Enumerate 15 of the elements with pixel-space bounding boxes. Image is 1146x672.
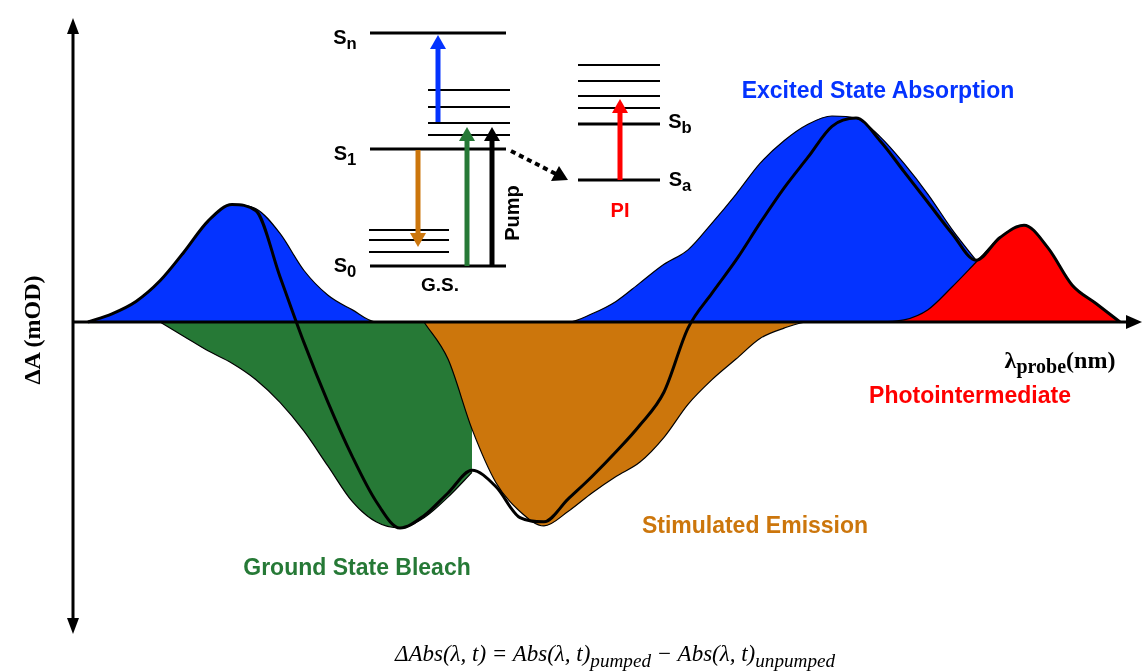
annotation: S$_{a}$	[668, 168, 692, 196]
text: Photointermediate	[869, 381, 1071, 408]
annotation: S$_{1}$	[333, 142, 357, 170]
series-label: Stimulated Emission	[641, 511, 869, 538]
annotation: Pump	[501, 185, 523, 241]
y-axis-title: ΔA (mOD)	[19, 275, 45, 385]
annotation: S$_{0}$	[333, 254, 357, 282]
annotation: S$_{b}$	[668, 110, 692, 138]
text: S$_{n}$	[333, 26, 357, 54]
x-axis-title: λ$_{probe}$(nm)	[1004, 346, 1116, 378]
series-label: Excited State Absorption	[741, 76, 1015, 103]
text: Ground State Bleach	[243, 553, 471, 580]
annotation: G.S.	[420, 273, 460, 295]
text: ΔAbs(λ, t) = Abs(λ, t)$_{pumped}$ − Abs(λ, t)$_{unpumped}$	[394, 641, 836, 671]
annotation: PI	[610, 199, 630, 221]
